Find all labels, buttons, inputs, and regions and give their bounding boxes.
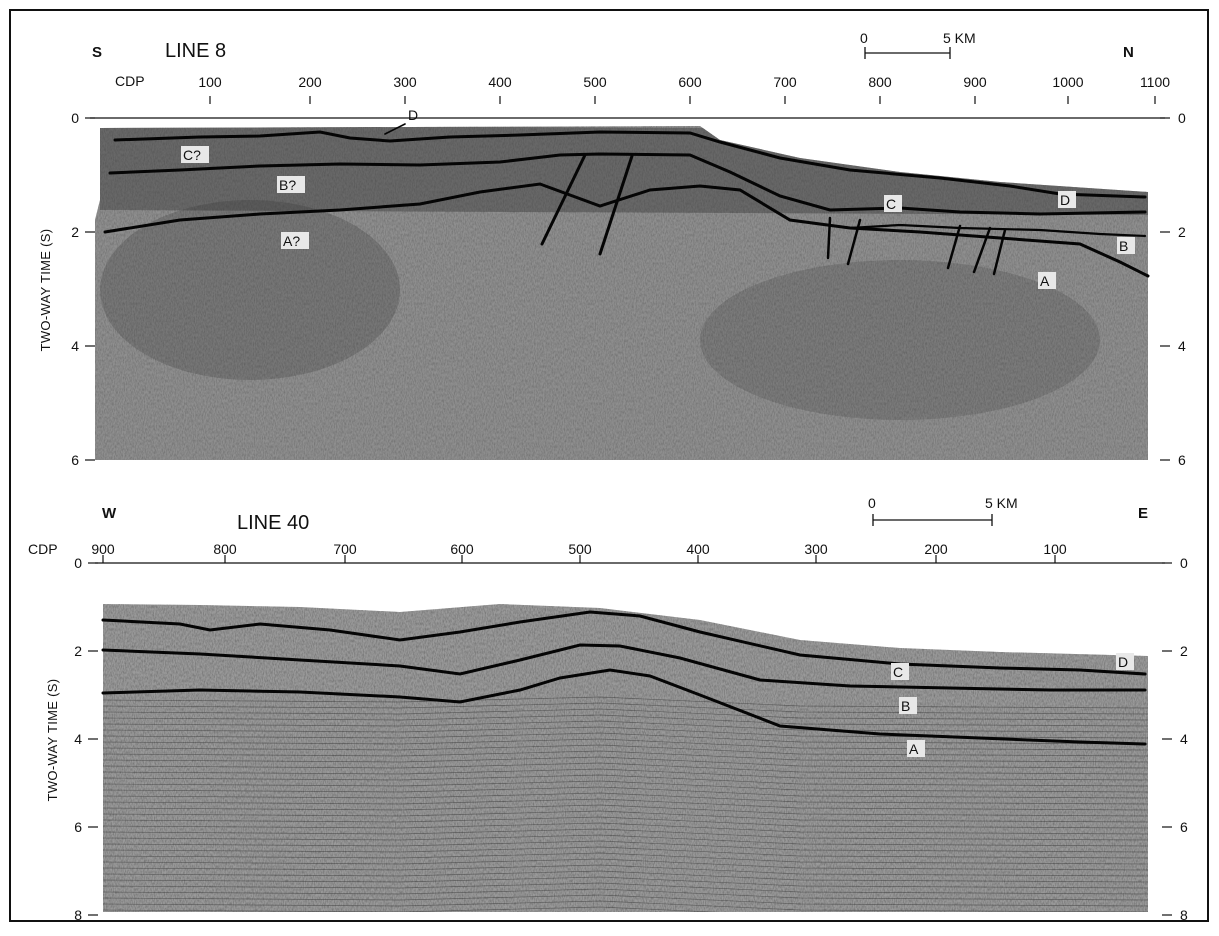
- cdp-tick-label: 100: [198, 74, 222, 90]
- cdp-tick-label: 700: [333, 541, 357, 557]
- direction-right-label: N: [1123, 44, 1134, 61]
- horizon-label-b: B: [1119, 238, 1128, 254]
- y-axis-title: TWO-WAY TIME (S): [38, 229, 53, 352]
- y-axis-title: TWO-WAY TIME (S): [45, 679, 60, 802]
- cdp-tick-label: 300: [393, 74, 417, 90]
- cdp-tick-label: 100: [1043, 541, 1067, 557]
- scale-bar: 0 5 KM: [860, 30, 976, 59]
- cdp-tick-label: 900: [91, 541, 115, 557]
- panel-line-8: S LINE 8 N 0 5 KM CDP 100 200 300 400 500 600…: [38, 30, 1186, 468]
- horizon-label-c-query: C?: [183, 147, 201, 163]
- scale-zero-label: 0: [860, 30, 868, 46]
- horizon-label-a: A: [909, 741, 919, 757]
- figure-border: [9, 9, 1209, 922]
- time-tick-label-left: 0: [74, 555, 82, 571]
- horizon-label-a-query: A?: [283, 233, 300, 249]
- panel-title: LINE 8: [165, 40, 226, 62]
- horizon-label-c: C: [886, 196, 896, 212]
- scale-zero-label: 0: [868, 495, 876, 511]
- cdp-tick-label: 200: [298, 74, 322, 90]
- time-tick-label-left: 2: [74, 643, 82, 659]
- horizon-label-d: D: [1118, 654, 1128, 670]
- time-tick-label-right: 6: [1180, 819, 1188, 835]
- time-tick-label-right: 2: [1178, 224, 1186, 240]
- horizon-label-b: B: [901, 698, 910, 714]
- horizon-lines: [101, 610, 1147, 746]
- horizon-label-a: A: [1040, 273, 1050, 289]
- cdp-tick-label: 400: [686, 541, 710, 557]
- horizon-label-b-query: B?: [279, 177, 296, 193]
- horizon-labels: D C? B? A? C D B A: [181, 107, 1135, 289]
- cdp-tick-label: 600: [450, 541, 474, 557]
- cdp-tick-label: 800: [868, 74, 892, 90]
- time-tick-label-right: 6: [1178, 452, 1186, 468]
- cdp-tick-label: 600: [678, 74, 702, 90]
- time-tick-label-right: 0: [1180, 555, 1188, 571]
- time-tick-label-left: 8: [74, 907, 82, 923]
- cdp-tick-label: 700: [773, 74, 797, 90]
- time-tick-label-right: 4: [1178, 338, 1186, 354]
- horizon-label-d: D: [408, 107, 418, 123]
- direction-left-label: W: [102, 505, 117, 522]
- time-tick-label-left: 4: [71, 338, 79, 354]
- direction-right-label: E: [1138, 505, 1148, 522]
- horizon-lines: [103, 123, 1150, 278]
- cdp-tick-label: 400: [488, 74, 512, 90]
- direction-left-label: S: [92, 44, 102, 61]
- scale-bar: 0 5 KM: [868, 495, 1018, 526]
- cdp-tick-label: 1000: [1052, 74, 1083, 90]
- panel-line-40: W LINE 40 E 0 5 KM CDP 900 800 700 600 500 40…: [28, 495, 1188, 923]
- time-tick-label-right: 2: [1180, 643, 1188, 659]
- seismic-section: [103, 604, 1148, 912]
- panel-title: LINE 40: [237, 512, 309, 534]
- cdp-axis-label: CDP: [28, 541, 58, 557]
- time-tick-label-left: 6: [74, 819, 82, 835]
- time-tick-label-left: 4: [74, 731, 82, 747]
- cdp-tick-label: 500: [568, 541, 592, 557]
- time-tick-label-left: 0: [71, 110, 79, 126]
- horizon-label-c: C: [893, 664, 903, 680]
- cdp-tick-label: 900: [963, 74, 987, 90]
- cdp-tick-label: 300: [804, 541, 828, 557]
- time-tick-label-right: 4: [1180, 731, 1188, 747]
- time-tick-label-right: 8: [1180, 907, 1188, 923]
- cdp-axis-label: CDP: [115, 73, 145, 89]
- horizon-labels: C D B A: [891, 653, 1134, 757]
- scale-distance-label: 5 KM: [943, 30, 976, 46]
- cdp-tick-label: 200: [924, 541, 948, 557]
- cdp-tick-label: 500: [583, 74, 607, 90]
- scale-distance-label: 5 KM: [985, 495, 1018, 511]
- horizon-label-d-right: D: [1060, 192, 1070, 208]
- cdp-tick-label: 1100: [1140, 74, 1170, 90]
- time-tick-label-right: 0: [1178, 110, 1186, 126]
- time-tick-label-left: 6: [71, 452, 79, 468]
- cdp-tick-label: 800: [213, 541, 237, 557]
- time-tick-label-left: 2: [71, 224, 79, 240]
